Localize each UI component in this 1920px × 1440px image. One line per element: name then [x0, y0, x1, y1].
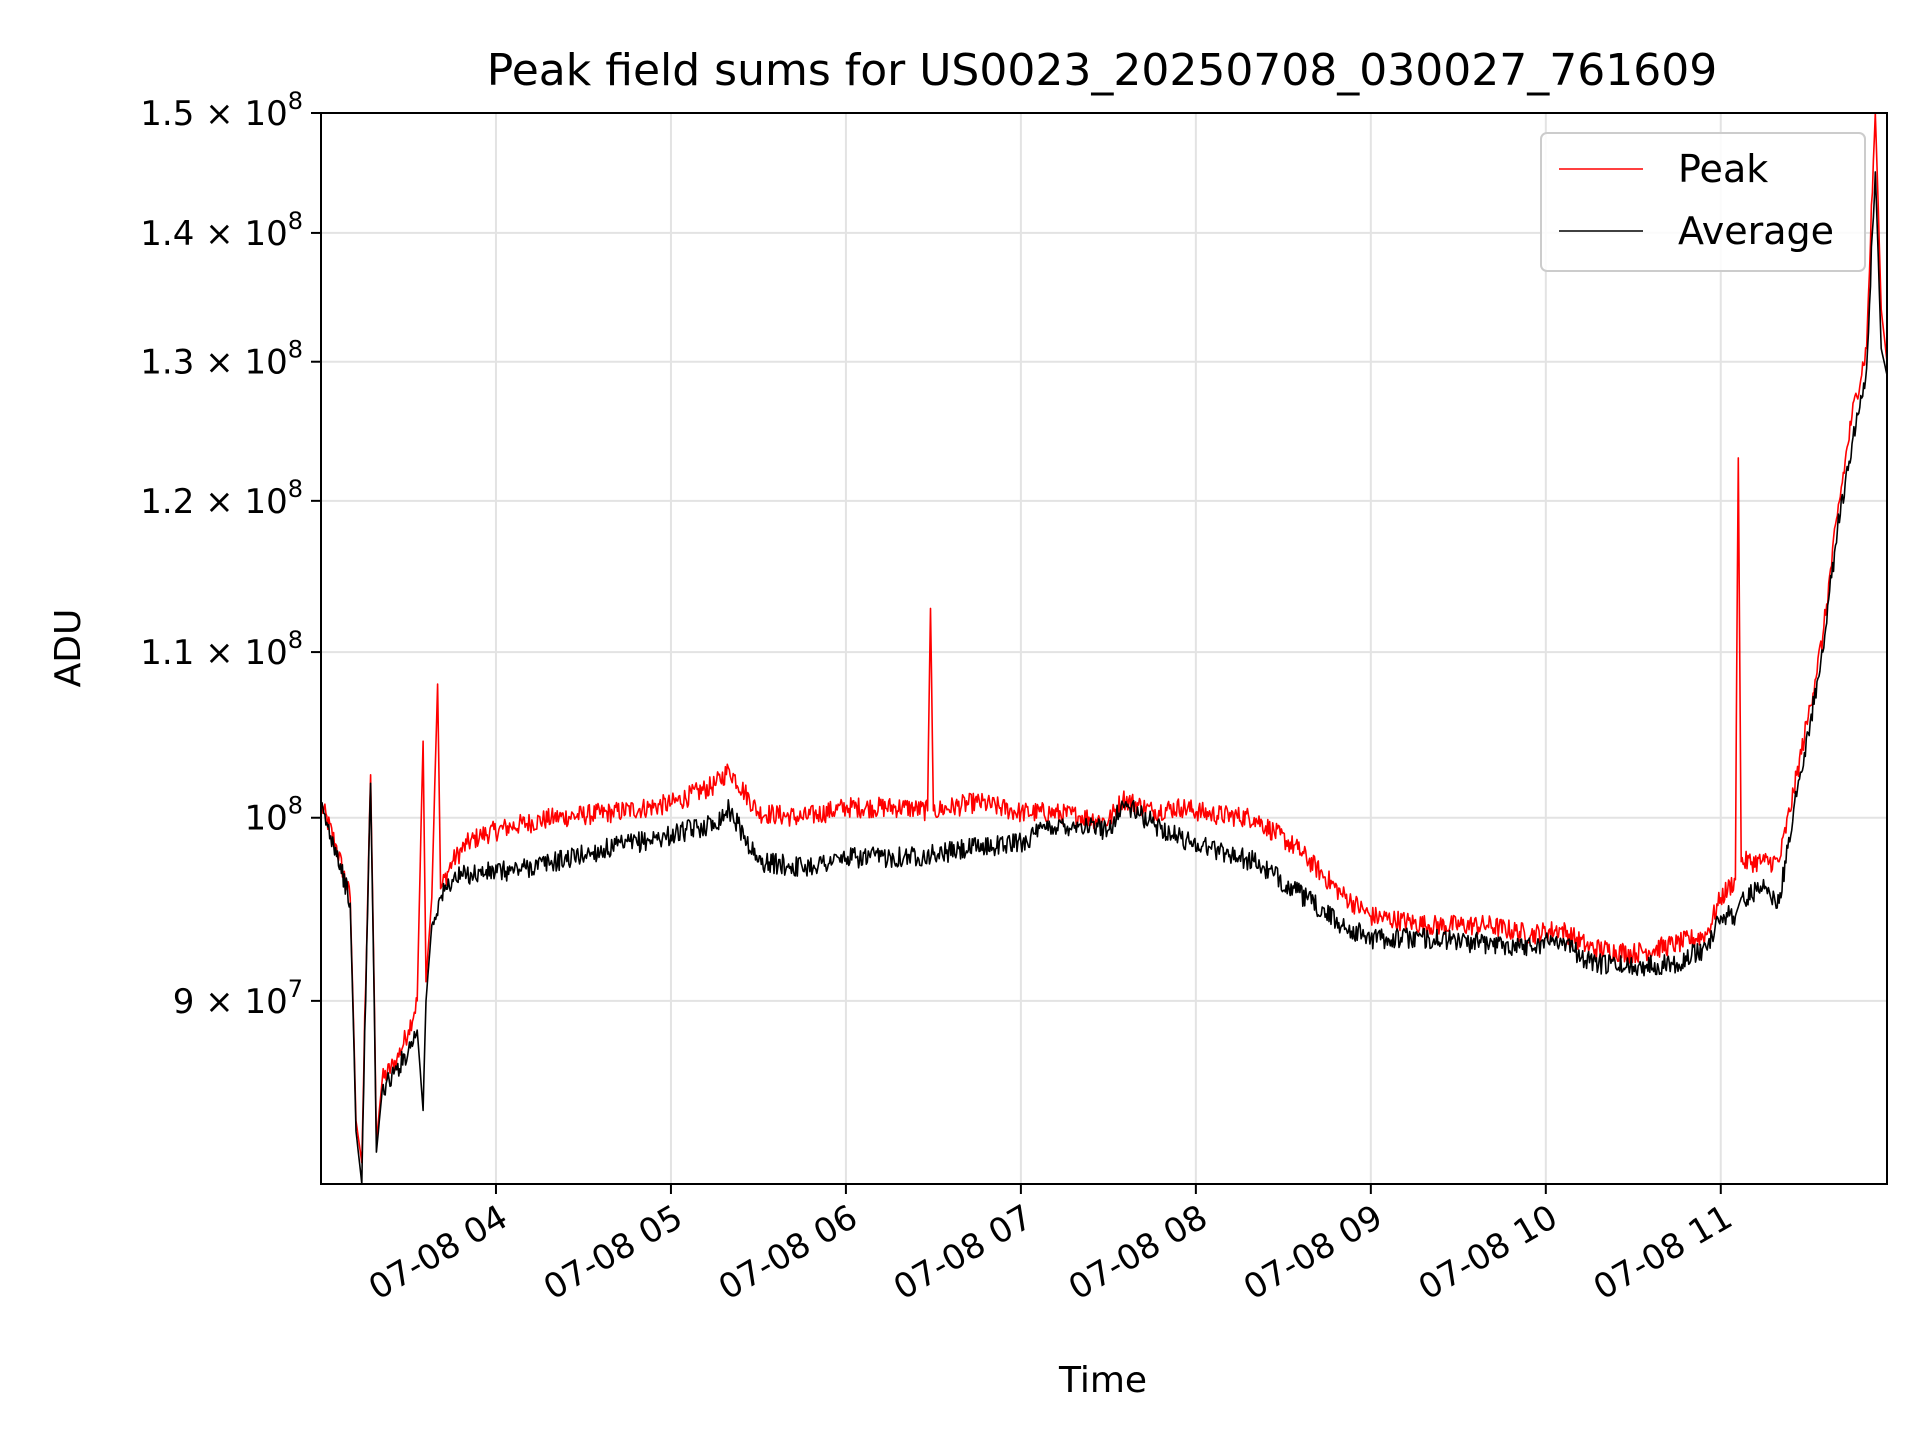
plot-frame: [320, 112, 1888, 1185]
y-tick-label: 1.3 × 108: [140, 336, 303, 383]
chart-title: Peak field sums for US0023_20250708_0300…: [487, 45, 1717, 96]
y-tick-label: 1.4 × 108: [140, 207, 303, 254]
y-tick-label: 9 × 107: [173, 975, 303, 1022]
y-tick-label: 1.5 × 108: [140, 87, 303, 134]
series-line-peak: [321, 113, 1887, 1164]
legend-label-average: Average: [1678, 209, 1834, 253]
legend: Peak Average: [1540, 132, 1866, 272]
y-tick-label: 1.2 × 108: [140, 475, 303, 522]
series-line-average: [321, 171, 1887, 1184]
y-tick-label: 108: [244, 792, 303, 839]
legend-box: [1540, 132, 1866, 272]
y-axis: 9 × 107 108 1.1 × 108 1.2 × 108 1.3 × 108 1.4…: [140, 87, 321, 1022]
y-tick-label: 1.1 × 108: [140, 626, 303, 673]
legend-label-peak: Peak: [1678, 147, 1768, 191]
series-layer: [321, 113, 1887, 1184]
x-axis-label: Time: [1058, 1360, 1147, 1401]
y-axis-label: ADU: [48, 609, 89, 688]
